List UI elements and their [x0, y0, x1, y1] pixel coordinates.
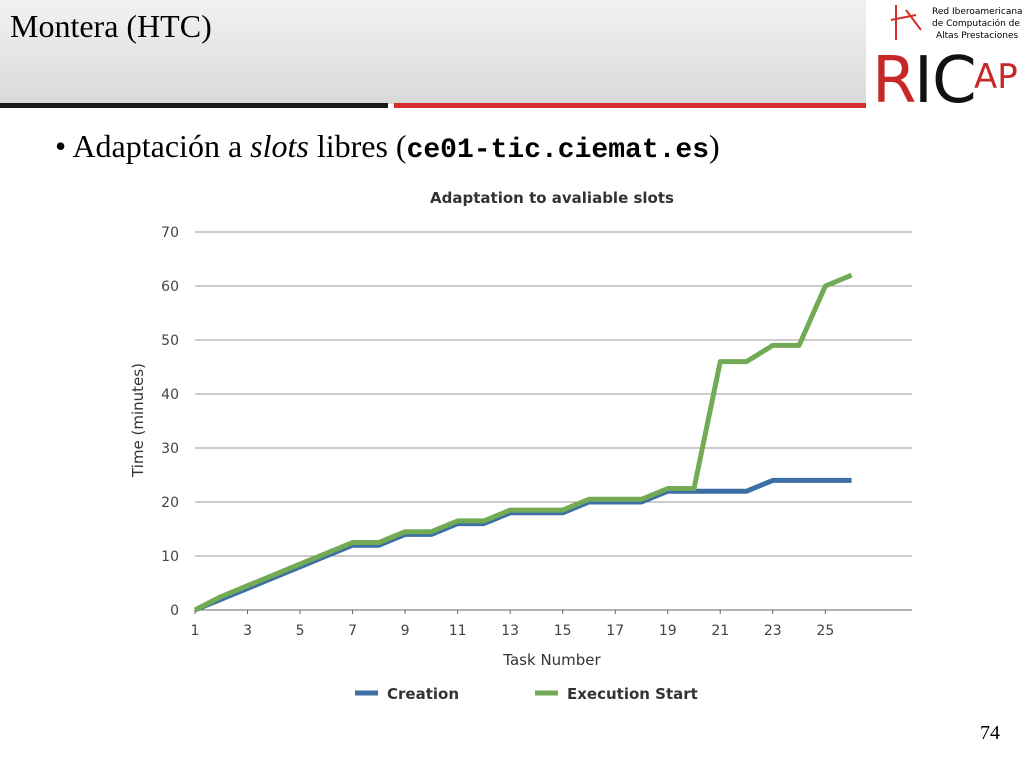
logo-text: Altas Prestaciones [936, 31, 1018, 41]
y-tick-label: 0 [170, 603, 179, 619]
x-tick-label: 13 [501, 623, 519, 639]
bullet-text: libres ( [308, 128, 407, 164]
x-tick-label: 1 [191, 623, 200, 639]
x-tick-label: 7 [348, 623, 357, 639]
chart: Adaptation to avaliable slots Time (minu… [129, 189, 912, 703]
x-axis-title: Task Number [502, 651, 601, 669]
x-tick-label: 9 [401, 623, 410, 639]
chart-title: Adaptation to avaliable slots [430, 189, 674, 207]
logo-letter: AP [974, 57, 1018, 97]
x-tick-label: 25 [816, 623, 834, 639]
x-tick-label: 17 [606, 623, 624, 639]
title-bar [0, 0, 866, 104]
x-tick-label: 21 [711, 623, 729, 639]
bullet-text: Adaptación a [72, 128, 251, 164]
y-tick-label: 40 [161, 387, 179, 403]
x-tick-label: 5 [296, 623, 305, 639]
page-number: 74 [980, 722, 1000, 744]
x-tick-label: 23 [764, 623, 782, 639]
logo-text: Red Iberoamericana [932, 7, 1023, 17]
logo: Red Iberoamericana de Computación de Alt… [872, 5, 1023, 112]
series-line [194, 477, 852, 613]
y-axis-title: Time (minutes) [129, 363, 147, 478]
x-tick-label: 19 [659, 623, 677, 639]
slide-title: Montera (HTC) [10, 8, 212, 44]
y-tick-label: 10 [161, 549, 179, 565]
series-line [193, 272, 853, 613]
x-tick-label: 11 [449, 623, 467, 639]
legend-label: Execution Start [567, 685, 698, 703]
logo-letter: R [872, 44, 916, 112]
x-tick-label: 15 [554, 623, 572, 639]
bullet: • Adaptación a slots libres (ce01-tic.ci… [55, 128, 720, 166]
title-rule [0, 103, 388, 108]
logo-text: de Computación de [932, 18, 1020, 29]
bullet-text: slots [250, 128, 309, 164]
bullet-text: ce01-tic.ciemat.es [406, 135, 710, 166]
y-tick-label: 20 [161, 495, 179, 511]
legend-label: Creation [387, 685, 459, 703]
x-tick-label: 3 [243, 623, 252, 639]
y-tick-label: 60 [161, 279, 179, 295]
logo-letter: C [932, 44, 977, 112]
y-tick-label: 70 [161, 225, 179, 241]
y-tick-label: 30 [161, 441, 179, 457]
bullet-text: ) [709, 128, 720, 164]
title-rule [394, 103, 866, 108]
logo-letter: I [914, 44, 933, 112]
y-tick-label: 50 [161, 333, 179, 349]
